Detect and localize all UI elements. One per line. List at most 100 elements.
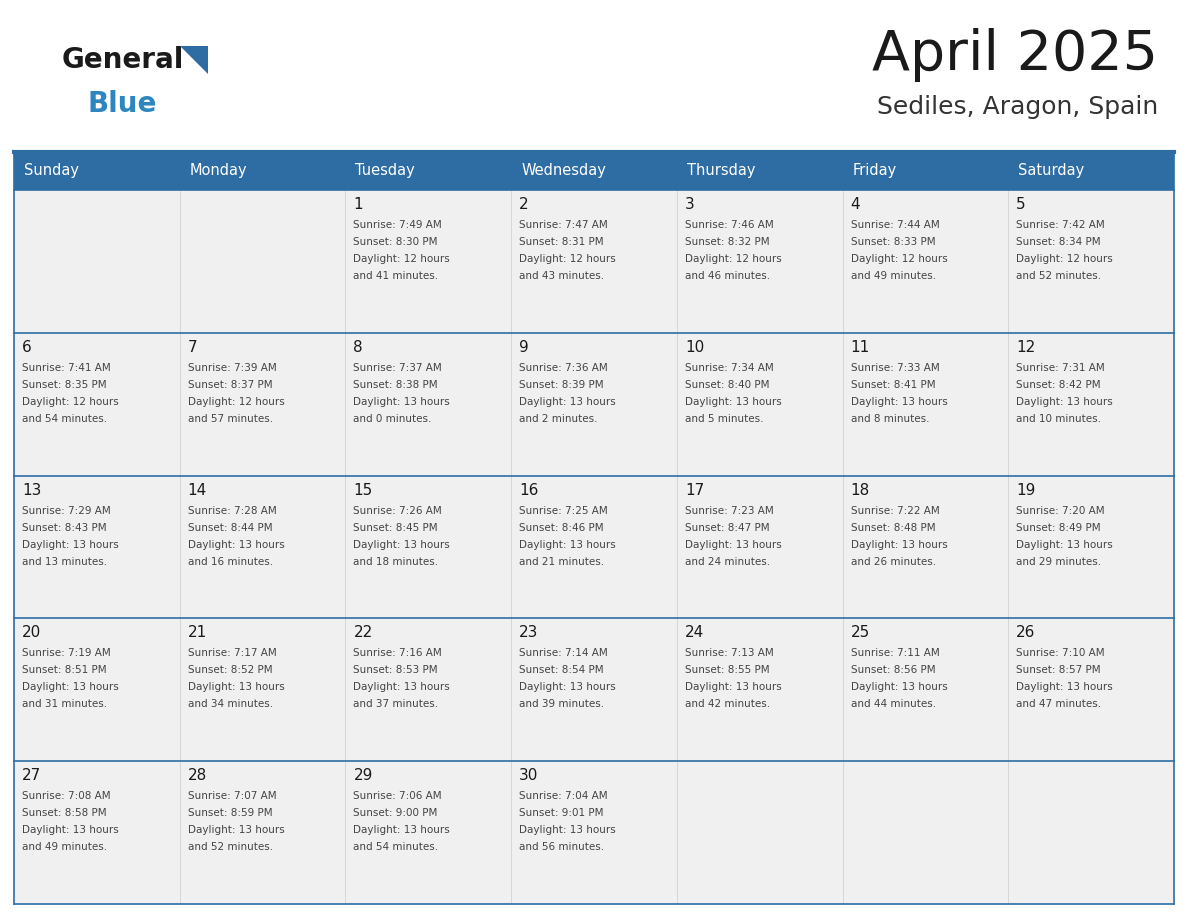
Text: 1: 1 [353,197,364,212]
Text: 21: 21 [188,625,207,641]
Text: 19: 19 [1016,483,1036,498]
Text: and 13 minutes.: and 13 minutes. [23,556,107,566]
Text: and 2 minutes.: and 2 minutes. [519,414,598,424]
Text: and 49 minutes.: and 49 minutes. [23,842,107,852]
Text: Daylight: 13 hours: Daylight: 13 hours [23,682,119,692]
Text: Sunset: 8:38 PM: Sunset: 8:38 PM [353,380,438,390]
Text: 26: 26 [1016,625,1036,641]
Text: and 42 minutes.: and 42 minutes. [684,700,770,710]
Text: Monday: Monday [190,163,247,178]
Text: Sunrise: 7:23 AM: Sunrise: 7:23 AM [684,506,773,516]
Text: Sunrise: 7:41 AM: Sunrise: 7:41 AM [23,363,110,373]
Text: Daylight: 13 hours: Daylight: 13 hours [519,825,615,835]
Text: 15: 15 [353,483,373,498]
Text: Daylight: 12 hours: Daylight: 12 hours [188,397,284,407]
Text: Daylight: 13 hours: Daylight: 13 hours [684,540,782,550]
Text: and 29 minutes.: and 29 minutes. [1016,556,1101,566]
Polygon shape [181,46,208,74]
Text: 7: 7 [188,340,197,354]
Text: Sunrise: 7:47 AM: Sunrise: 7:47 AM [519,220,608,230]
Text: April 2025: April 2025 [872,28,1158,82]
Text: Sunrise: 7:33 AM: Sunrise: 7:33 AM [851,363,940,373]
Bar [14,476,1174,619]
Text: Sunset: 8:43 PM: Sunset: 8:43 PM [23,522,107,532]
Text: and 21 minutes.: and 21 minutes. [519,556,605,566]
Text: Sunset: 8:54 PM: Sunset: 8:54 PM [519,666,604,676]
Text: Sunset: 8:53 PM: Sunset: 8:53 PM [353,666,438,676]
Text: and 54 minutes.: and 54 minutes. [353,842,438,852]
Text: 4: 4 [851,197,860,212]
Text: Friday: Friday [853,163,897,178]
Text: Tuesday: Tuesday [355,163,415,178]
Text: and 37 minutes.: and 37 minutes. [353,700,438,710]
Text: General: General [62,46,184,74]
Text: Daylight: 13 hours: Daylight: 13 hours [684,397,782,407]
Text: and 26 minutes.: and 26 minutes. [851,556,936,566]
Text: Sunrise: 7:39 AM: Sunrise: 7:39 AM [188,363,277,373]
Text: and 52 minutes.: and 52 minutes. [188,842,273,852]
Text: Sunrise: 7:16 AM: Sunrise: 7:16 AM [353,648,442,658]
Text: Sunset: 8:39 PM: Sunset: 8:39 PM [519,380,604,390]
Text: and 18 minutes.: and 18 minutes. [353,556,438,566]
Text: and 31 minutes.: and 31 minutes. [23,700,107,710]
Text: Daylight: 13 hours: Daylight: 13 hours [1016,540,1113,550]
Text: Sunset: 9:01 PM: Sunset: 9:01 PM [519,808,604,818]
Text: and 57 minutes.: and 57 minutes. [188,414,273,424]
Text: Daylight: 12 hours: Daylight: 12 hours [519,254,615,264]
Text: Sunrise: 7:42 AM: Sunrise: 7:42 AM [1016,220,1105,230]
Bar [14,333,1174,476]
Text: 28: 28 [188,768,207,783]
Text: 17: 17 [684,483,704,498]
Text: Sunset: 8:55 PM: Sunset: 8:55 PM [684,666,770,676]
Text: 14: 14 [188,483,207,498]
Text: Sunrise: 7:36 AM: Sunrise: 7:36 AM [519,363,608,373]
Text: Wednesday: Wednesday [522,163,606,178]
Text: Sunrise: 7:25 AM: Sunrise: 7:25 AM [519,506,608,516]
Text: and 46 minutes.: and 46 minutes. [684,271,770,281]
Text: Sunset: 8:48 PM: Sunset: 8:48 PM [851,522,935,532]
Text: 20: 20 [23,625,42,641]
Text: and 52 minutes.: and 52 minutes. [1016,271,1101,281]
Text: Sunrise: 7:06 AM: Sunrise: 7:06 AM [353,791,442,801]
Text: and 16 minutes.: and 16 minutes. [188,556,273,566]
Text: Thursday: Thursday [687,163,756,178]
Text: Sediles, Aragon, Spain: Sediles, Aragon, Spain [877,95,1158,119]
Text: Daylight: 12 hours: Daylight: 12 hours [1016,254,1113,264]
Text: 24: 24 [684,625,704,641]
Text: and 39 minutes.: and 39 minutes. [519,700,605,710]
Text: Sunset: 8:32 PM: Sunset: 8:32 PM [684,237,770,247]
Text: Sunrise: 7:29 AM: Sunrise: 7:29 AM [23,506,110,516]
Text: 3: 3 [684,197,695,212]
Text: Sunset: 8:46 PM: Sunset: 8:46 PM [519,522,604,532]
Text: and 0 minutes.: and 0 minutes. [353,414,431,424]
Text: Sunrise: 7:14 AM: Sunrise: 7:14 AM [519,648,608,658]
Text: Daylight: 13 hours: Daylight: 13 hours [188,540,284,550]
Text: Sunday: Sunday [24,163,78,178]
Text: and 54 minutes.: and 54 minutes. [23,414,107,424]
Text: and 49 minutes.: and 49 minutes. [851,271,936,281]
Text: Sunset: 8:45 PM: Sunset: 8:45 PM [353,522,438,532]
Text: and 43 minutes.: and 43 minutes. [519,271,605,281]
Text: Sunset: 8:40 PM: Sunset: 8:40 PM [684,380,770,390]
Text: Sunrise: 7:46 AM: Sunrise: 7:46 AM [684,220,773,230]
Text: Sunrise: 7:10 AM: Sunrise: 7:10 AM [1016,648,1105,658]
Text: and 8 minutes.: and 8 minutes. [851,414,929,424]
Text: and 5 minutes.: and 5 minutes. [684,414,764,424]
Text: 8: 8 [353,340,364,354]
Text: Daylight: 13 hours: Daylight: 13 hours [188,825,284,835]
Text: Daylight: 13 hours: Daylight: 13 hours [851,540,947,550]
Text: Sunset: 8:30 PM: Sunset: 8:30 PM [353,237,438,247]
Text: Daylight: 13 hours: Daylight: 13 hours [519,397,615,407]
Text: Daylight: 12 hours: Daylight: 12 hours [353,254,450,264]
Text: 12: 12 [1016,340,1036,354]
Text: Sunset: 8:31 PM: Sunset: 8:31 PM [519,237,604,247]
Bar [14,190,1174,333]
Text: Sunrise: 7:28 AM: Sunrise: 7:28 AM [188,506,277,516]
Text: Daylight: 13 hours: Daylight: 13 hours [23,540,119,550]
Text: and 44 minutes.: and 44 minutes. [851,700,936,710]
Text: 18: 18 [851,483,870,498]
Text: Daylight: 13 hours: Daylight: 13 hours [1016,682,1113,692]
Text: Daylight: 13 hours: Daylight: 13 hours [353,540,450,550]
Text: and 34 minutes.: and 34 minutes. [188,700,273,710]
Text: Sunrise: 7:49 AM: Sunrise: 7:49 AM [353,220,442,230]
